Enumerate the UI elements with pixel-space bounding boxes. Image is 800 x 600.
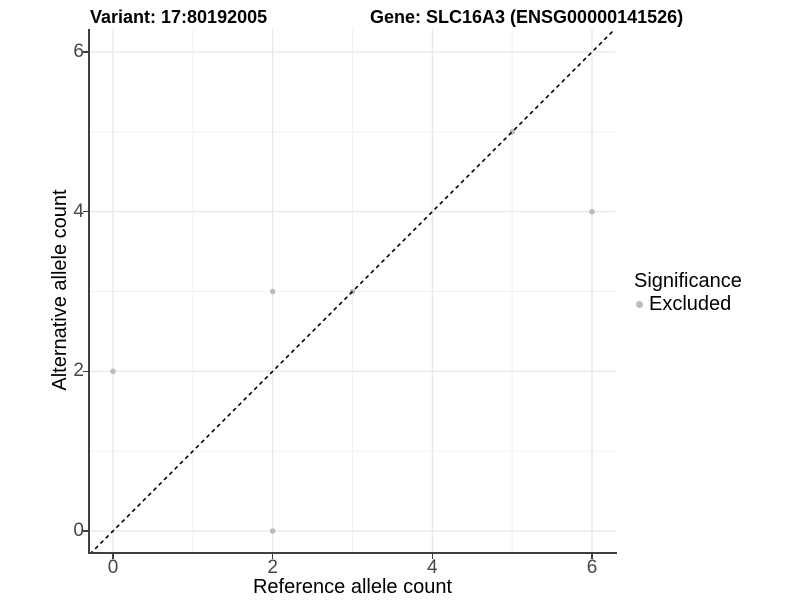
legend-item-label: Excluded <box>649 293 732 315</box>
x-tick-label: 4 <box>427 557 438 578</box>
y-tick-mark <box>83 370 88 373</box>
x-tick-mark <box>271 554 274 559</box>
gene-title: Gene: SLC16A3 (ENSG00000141526) <box>370 7 684 27</box>
x-tick-label: 0 <box>107 557 119 578</box>
y-tick-label: 4 <box>73 200 84 222</box>
y-tick-mark <box>83 530 88 532</box>
scatter-plot-canvas <box>89 28 616 555</box>
data-point <box>589 208 595 215</box>
y-axis-title: Alternative allele count <box>49 189 71 391</box>
y-tick-mark <box>83 210 88 213</box>
legend: Significance Excluded <box>634 270 742 315</box>
plot-panel <box>89 28 616 555</box>
data-point <box>269 288 276 295</box>
data-point <box>269 528 276 534</box>
x-tick-mark <box>431 554 434 559</box>
y-tick-label: 0 <box>73 520 84 541</box>
legend-item-excluded: Excluded <box>634 294 742 315</box>
x-tick-label: 6 <box>586 557 598 578</box>
legend-title: Significance <box>634 270 742 292</box>
identity-dashed-line <box>89 28 616 555</box>
x-axis-title: Reference allele count <box>252 576 452 598</box>
excluded-point-icon <box>636 301 643 308</box>
x-axis-line <box>88 552 617 554</box>
y-tick-mark <box>83 51 88 53</box>
x-tick-label: 2 <box>267 557 278 578</box>
y-tick-label: 2 <box>73 360 84 382</box>
variant-title: Variant: 17:80192005 <box>90 7 268 27</box>
x-tick-mark <box>591 554 593 559</box>
y-tick-label: 6 <box>73 41 84 62</box>
x-tick-mark <box>112 554 114 559</box>
data-point <box>110 368 116 375</box>
y-axis-line <box>88 29 90 554</box>
